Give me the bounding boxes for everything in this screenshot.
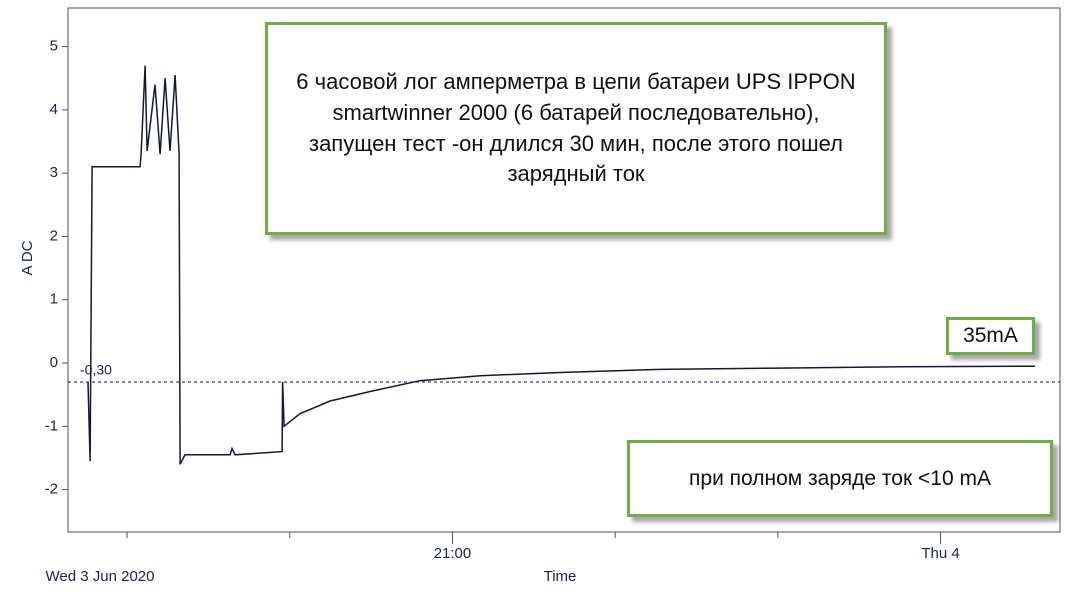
annotation: 6 часовой лог амперметра в цепи батареи …	[265, 22, 887, 235]
x-tick-label: Thu 4	[921, 545, 959, 562]
x-start-label: Wed 3 Jun 2020	[46, 568, 155, 585]
y-tick-label: 2	[50, 227, 58, 244]
data-line	[87, 65, 1036, 465]
y-tick-label: 5	[50, 38, 58, 55]
y-tick-label: 4	[50, 101, 58, 118]
x-axis-label: Time	[544, 568, 577, 585]
y-tick-label: -1	[45, 417, 58, 434]
reference-label: -0,30	[80, 362, 112, 378]
x-tick-label: 21:00	[434, 545, 472, 562]
y-tick-label: -2	[45, 481, 58, 498]
y-tick-label: 0	[50, 354, 58, 371]
y-axis-label: A DC	[19, 240, 36, 275]
plot-frame	[67, 7, 1061, 533]
annotation: 35mA	[946, 317, 1035, 355]
annotation: при полном заряде ток <10 mA	[627, 440, 1053, 517]
y-tick-label: 1	[50, 291, 58, 308]
y-tick-label: 3	[50, 164, 58, 181]
